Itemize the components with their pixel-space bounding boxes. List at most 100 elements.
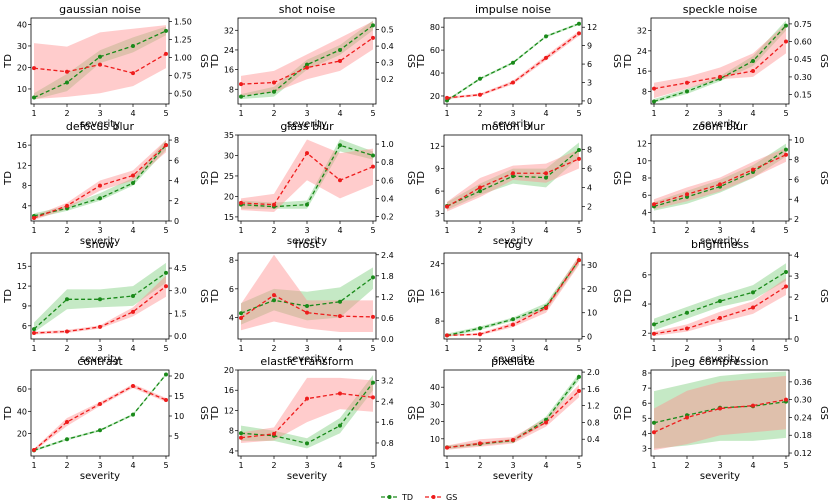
left-tick-label: 40 (17, 407, 27, 416)
right-tick-label: 8 (174, 136, 179, 145)
right-tick-label: 20 (587, 285, 597, 294)
x-axis-label: severity (493, 471, 533, 482)
gs-point (784, 39, 788, 44)
left-axis-label: TD (3, 406, 14, 421)
left-tick-label: 8 (229, 427, 234, 436)
gs-point (65, 203, 69, 208)
left-tick-label: 32 (637, 27, 647, 36)
gs-point (577, 31, 581, 36)
right-tick-label: 4 (794, 195, 799, 204)
x-axis-label: severity (80, 236, 120, 247)
x-tick-label: 3 (304, 344, 309, 353)
subplot-11: fog 1 2 3 4 5 8 16 24 0 10 20 30 severity TD GS (416, 238, 622, 365)
subplot-title: brightness (691, 238, 749, 251)
right-axis-label: GS (405, 54, 416, 68)
gs-confidence-band (654, 147, 786, 210)
td-series-line (240, 24, 374, 98)
left-tick-label: 16 (430, 288, 440, 297)
x-tick-label: 5 (576, 226, 581, 235)
x-tick-label: 3 (510, 226, 515, 235)
legend: TD GS (381, 493, 457, 502)
right-tick-label: 3 (587, 79, 592, 88)
gs-point (445, 95, 449, 100)
gs-point (98, 402, 102, 406)
gs-point (478, 92, 482, 97)
x-tick-label: 2 (477, 344, 482, 353)
right-tick-label: 0 (587, 333, 592, 342)
td-point (131, 43, 135, 48)
x-tick-label: 1 (444, 344, 449, 353)
td-point (98, 54, 102, 59)
right-tick-label: 12 (587, 23, 597, 32)
right-tick-label: 1.25 (174, 36, 192, 45)
right-tick-label: 0.3 (381, 59, 394, 68)
right-axis-label: GS (818, 171, 829, 185)
td-series-line (446, 23, 580, 102)
left-axis-label: TD (623, 289, 634, 304)
gs-point (478, 441, 482, 446)
right-axis-label: GS (405, 289, 416, 303)
left-tick-label: 10 (17, 85, 27, 94)
x-tick-label: 2 (684, 461, 689, 470)
left-tick-label: 10 (430, 435, 440, 444)
gs-point (98, 183, 102, 188)
gs-point (305, 151, 309, 156)
right-tick-label: 10 (174, 412, 184, 421)
gs-point (131, 173, 135, 178)
td-point (98, 297, 102, 302)
x-tick-label: 2 (684, 344, 689, 353)
gs-point (338, 59, 342, 63)
gs-point (445, 333, 449, 338)
x-tick-label: 3 (717, 461, 722, 470)
td-point (98, 196, 102, 201)
gs-confidence-band (34, 384, 166, 452)
td-point (685, 310, 689, 315)
right-tick-label: 4 (587, 184, 592, 193)
gs-point (577, 388, 581, 393)
x-axis-label: severity (80, 354, 120, 365)
left-tick-label: 25 (224, 172, 234, 181)
td-point (131, 181, 135, 186)
right-tick-label: 1.2 (381, 293, 394, 302)
left-tick-label: 20 (17, 63, 27, 72)
x-tick-label: 5 (163, 461, 168, 470)
gs-point (32, 330, 36, 335)
left-tick-label: 12 (17, 161, 27, 170)
right-tick-label: 0 (587, 97, 592, 106)
td-point (98, 428, 102, 433)
td-series-line (33, 272, 167, 330)
td-point (652, 99, 656, 104)
right-tick-label: 1 (794, 314, 799, 323)
left-tick-label: 2 (642, 329, 647, 338)
x-tick-label: 3 (510, 109, 515, 118)
x-tick-label: 4 (337, 344, 342, 353)
gs-point (164, 398, 168, 402)
x-tick-label: 1 (651, 226, 656, 235)
x-tick-label: 5 (783, 109, 788, 118)
td-point (305, 304, 309, 309)
subplot-title: gaussian noise (59, 3, 141, 16)
left-tick-label: 30 (17, 42, 27, 51)
gs-confidence-band (447, 384, 579, 450)
x-tick-label: 4 (337, 461, 342, 470)
right-tick-label: 2.4 (381, 397, 394, 406)
x-tick-label: 5 (783, 461, 788, 470)
td-confidence-band (241, 267, 373, 325)
right-tick-label: 2 (587, 203, 592, 212)
td-point (784, 147, 788, 152)
gs-point (718, 316, 722, 321)
gs-point (164, 51, 168, 56)
x-tick-label: 4 (750, 344, 755, 353)
td-point (511, 60, 515, 65)
left-tick-label: 8 (435, 317, 440, 326)
td-confidence-band (34, 373, 166, 452)
subplot-title: fog (504, 238, 522, 251)
subplot-title: defocus blur (66, 120, 135, 133)
left-tick-label: 60 (17, 385, 27, 394)
subplot-title: speckle noise (683, 3, 758, 16)
gs-point (718, 406, 722, 411)
gs-point (478, 332, 482, 337)
x-tick-label: 1 (444, 461, 449, 470)
